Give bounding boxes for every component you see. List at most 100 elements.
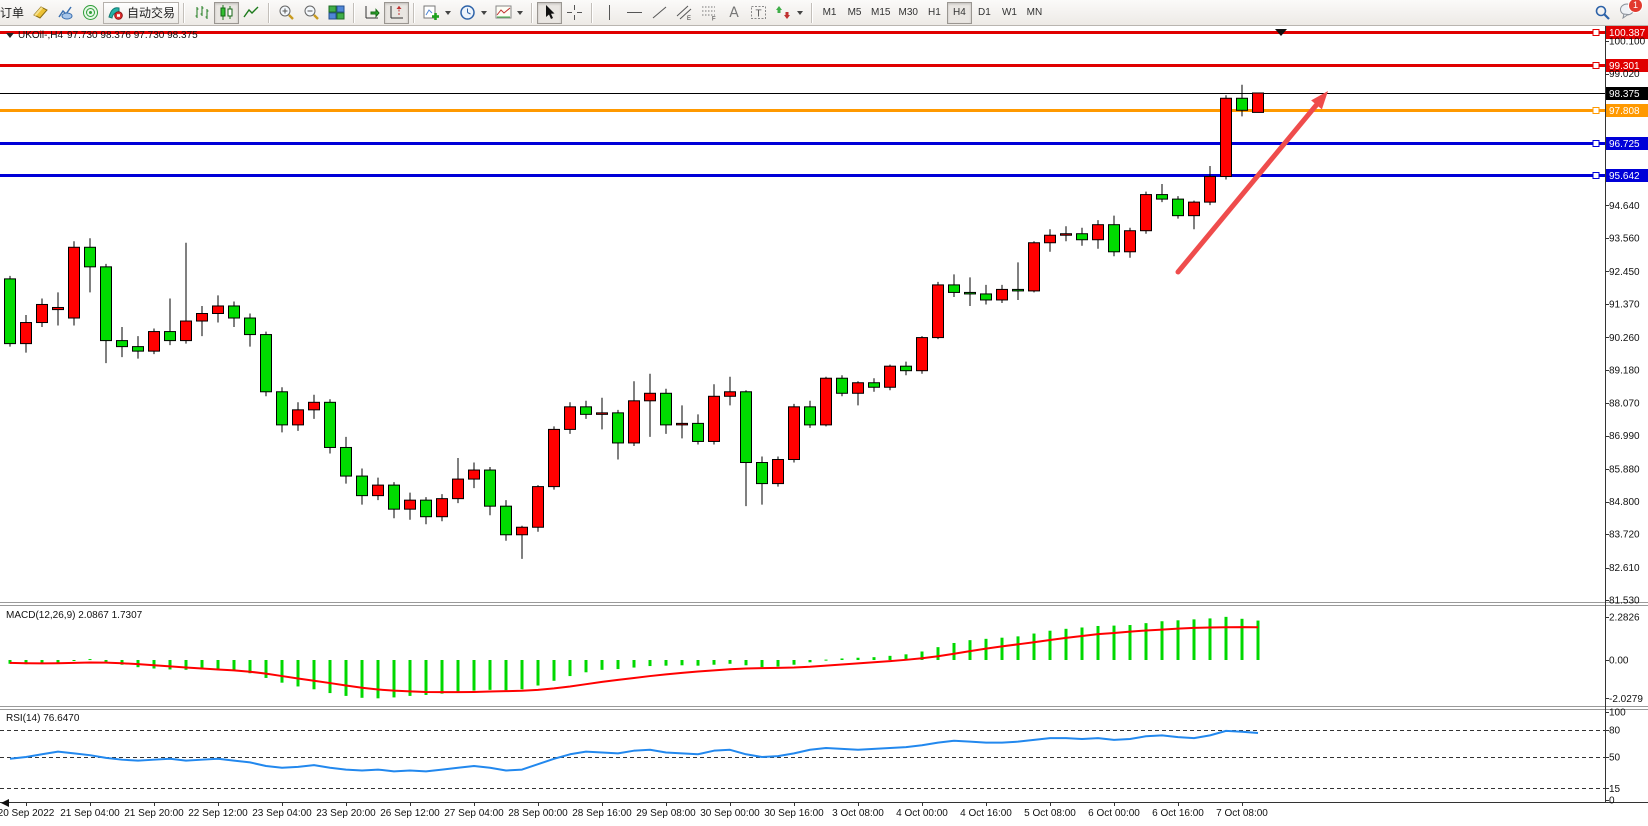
channel-tool-button[interactable]: E [672, 2, 697, 24]
cursor-tool-button[interactable] [537, 1, 563, 24]
vertical-line-tool-button[interactable] [597, 2, 622, 24]
macd-bar [648, 659, 652, 667]
hline-handle[interactable] [1592, 107, 1600, 114]
notifications-button[interactable]: 1 [1619, 0, 1643, 24]
notification-badge: 1 [1628, 0, 1643, 13]
timeframe-W1[interactable]: W1 [997, 2, 1022, 24]
price-badge-label: 99.301 [1609, 61, 1640, 72]
price-badge-label: 97.808 [1609, 106, 1640, 117]
svg-text:E: E [687, 16, 691, 21]
text-tool-button[interactable]: A [722, 2, 746, 24]
timeframe-H1[interactable]: H1 [922, 2, 947, 24]
timeframe-H4[interactable]: H4 [946, 1, 972, 24]
new-order-button[interactable]: 订单 [0, 2, 28, 24]
template-icon [495, 4, 512, 21]
candle [20, 322, 32, 345]
ticket-button[interactable] [28, 2, 53, 24]
search-icon[interactable] [1594, 4, 1611, 21]
time-axis-label: 4 Oct 00:00 [896, 808, 948, 819]
strategy-button[interactable] [53, 2, 78, 24]
toolbar-separator [183, 2, 186, 23]
crosshair-tool-button[interactable] [562, 2, 587, 24]
candle [708, 395, 720, 442]
price-badge-label: 100.387 [1609, 28, 1646, 39]
line-chart-mode-button[interactable] [239, 2, 264, 24]
ohlc-bars-icon [193, 4, 210, 21]
autotrade-button[interactable]: 自动交易 [103, 1, 180, 24]
chart-canvas[interactable]: 100.387 99.301 98.375 97.808 96.725 95.642 100… [0, 26, 1648, 821]
horizontal-line-tool-button[interactable] [622, 2, 647, 24]
macd-bar [744, 659, 748, 666]
macd-bar [168, 659, 172, 670]
hline-handle[interactable] [1592, 29, 1600, 36]
macd-bar [904, 654, 908, 660]
candle [1252, 92, 1264, 113]
timeframe-M5[interactable]: M5 [842, 2, 867, 24]
trendline-tool-button[interactable] [647, 2, 672, 24]
label-tool-button[interactable]: T [746, 2, 771, 24]
dropdown-caret-icon [445, 10, 452, 15]
top-toolbar: 订单 自动交易 [0, 0, 1648, 26]
auto-scroll-button[interactable] [359, 2, 384, 24]
macd-bar [856, 657, 860, 660]
templates-button[interactable] [491, 2, 527, 24]
add-indicator-button[interactable] [419, 2, 455, 24]
hline-handle[interactable] [1592, 62, 1600, 69]
rsi-axis-label: 80 [1609, 725, 1621, 736]
candle [84, 246, 96, 268]
tile-windows-button[interactable] [324, 2, 349, 24]
candle [1028, 242, 1040, 292]
timeframe-D1[interactable]: D1 [972, 2, 997, 24]
candle [244, 317, 256, 336]
timeframe-M1[interactable]: M1 [817, 2, 842, 24]
periods-button[interactable] [455, 2, 491, 24]
candle [1044, 234, 1056, 244]
candle [548, 428, 560, 488]
chart-shift-marker[interactable] [1275, 29, 1287, 36]
candlestick-mode-button[interactable] [214, 1, 240, 24]
chevron-down-icon [6, 33, 14, 38]
rsi-axis-label: 50 [1609, 752, 1621, 763]
horizontal-line-icon [626, 4, 643, 21]
price-tick-label: 82.610 [1609, 563, 1640, 574]
time-axis-label: 23 Sep 20:00 [316, 808, 376, 819]
candle [932, 284, 944, 339]
macd-bar [312, 659, 316, 690]
price-tick-label: 90.260 [1609, 333, 1640, 344]
radar-signal-icon [82, 4, 99, 21]
dropdown-caret-icon [797, 10, 804, 15]
timeframe-M30[interactable]: M30 [894, 2, 921, 24]
time-axis-label: 23 Sep 04:00 [252, 808, 312, 819]
macd-bar [760, 659, 764, 668]
macd-pane-title: MACD(12,26,9) 2.0867 1.7307 [6, 610, 143, 621]
signals-button[interactable] [78, 2, 103, 24]
macd-bar [680, 659, 684, 666]
hline-handle[interactable] [1592, 172, 1600, 179]
fibonacci-tool-button[interactable]: F [697, 2, 722, 24]
timeframe-MN[interactable]: MN [1022, 2, 1047, 24]
trend-arrow[interactable] [1175, 97, 1323, 275]
toolbar-separator [591, 2, 594, 23]
zoom-out-button[interactable] [299, 2, 324, 24]
macd-bar [600, 659, 604, 670]
price-tick-label: 93.560 [1609, 233, 1640, 244]
chart-shift-button[interactable] [384, 1, 410, 24]
price-badge [1606, 26, 1648, 39]
bar-chart-mode-button[interactable] [189, 2, 214, 24]
cursor-icon [541, 4, 558, 21]
macd-bar [424, 659, 428, 695]
macd-bar [216, 659, 220, 670]
candle [52, 306, 64, 311]
candle [212, 305, 224, 314]
chart-window[interactable]: UKOil-,H4 97.730 98.376 97.730 98.375 MA… [0, 26, 1648, 821]
candles-layer [4, 84, 1264, 559]
price-tick-label: 86.990 [1609, 431, 1640, 442]
hline-handle[interactable] [1592, 140, 1600, 147]
timeframe-M15[interactable]: M15 [867, 2, 894, 24]
candle [372, 484, 384, 497]
zoom-in-button[interactable] [274, 2, 299, 24]
text-label-icon: T [750, 4, 767, 21]
symbol-period-label: UKOil-,H4 [18, 30, 64, 41]
shapes-tool-button[interactable] [771, 2, 807, 24]
macd-bar [488, 659, 492, 690]
